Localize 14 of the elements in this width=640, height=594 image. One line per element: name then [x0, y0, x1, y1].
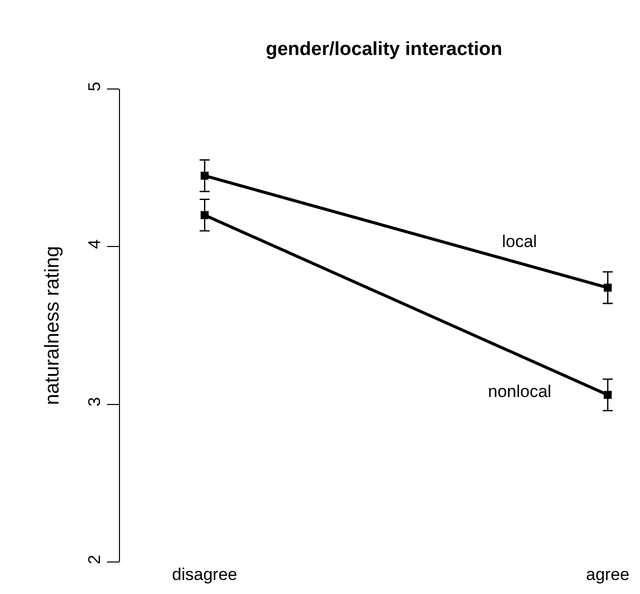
y-tick-label: 3: [85, 397, 104, 407]
point: [604, 390, 612, 399]
y-axis-title: naturalness rating: [42, 246, 64, 405]
y-tick-label: 2: [85, 554, 104, 564]
series-label: nonlocal: [488, 382, 552, 401]
x-tick-label: disagree: [172, 565, 238, 584]
x-tick-label: agree: [586, 565, 630, 584]
y-tick-label: 4: [85, 239, 104, 249]
y-tick-label: 5: [85, 82, 104, 92]
chart-title: gender/locality interaction: [266, 38, 502, 60]
series-label: local: [502, 232, 537, 251]
point: [200, 172, 209, 180]
point: [200, 211, 209, 220]
point: [604, 284, 612, 292]
